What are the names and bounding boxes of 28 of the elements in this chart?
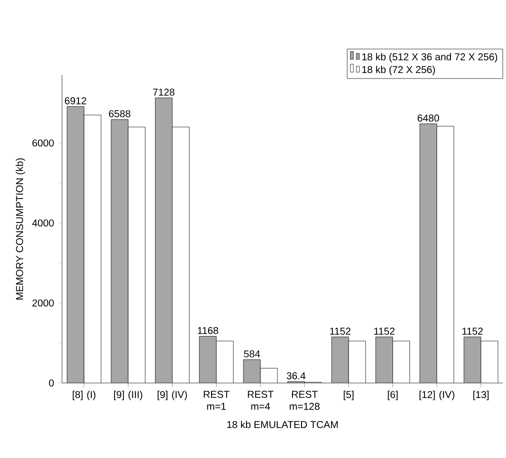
y-axis-title: MEMORY CONSUMPTION (kb) [16,158,26,300]
data-label: 1152 [330,328,350,335]
y-tick-label: 0 [49,379,54,387]
data-label: 1152 [374,328,395,335]
x-tick-label: [13] [473,390,489,400]
y-tick-label: 2000 [32,299,54,307]
x-tick-label: REST m=4 [248,390,274,410]
x-tick-label: [9] (IV) [158,390,187,400]
data-label: 7128 [153,88,174,96]
legend-label: 18 kb (512 X 36 and 72 X 256) [362,53,498,62]
data-label: 6912 [64,97,86,104]
data-label: 6480 [418,114,440,122]
x-tick-label: [12] (IV) [419,390,454,400]
x-tick-label: [9] (III) [114,390,142,400]
x-tick-label: [8] (I) [72,390,96,400]
data-label: 584 [244,350,260,358]
data-label: 36.4 [286,372,306,380]
legend-label: 18 kb (72 X 256) [362,66,435,76]
y-tick-label: 6000 [32,139,54,147]
x-tick-label: [5] [344,390,354,400]
x-tick-label: REST m=128 [290,390,320,410]
x-tick-label: [6] [388,390,398,400]
x-axis-title: 18 kb EMULATED TCAM [227,420,338,428]
x-tick-label: REST m=1 [204,390,230,410]
y-tick-label: 4000 [32,219,54,227]
data-label: 1152 [462,328,483,335]
data-label: 6588 [109,110,130,118]
data-label: 1168 [198,327,218,334]
